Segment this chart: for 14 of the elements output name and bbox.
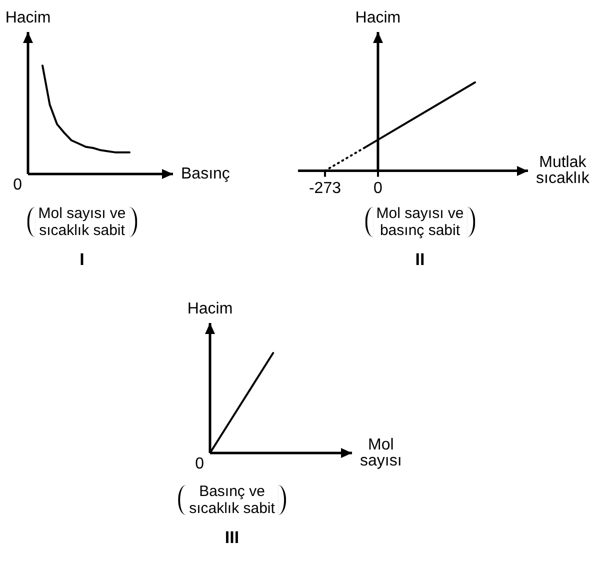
y-axis-title: Hacim <box>187 300 233 318</box>
y-axis-title: Hacim <box>5 9 51 26</box>
x-axis-title: Basınç <box>181 165 230 182</box>
text: Mol sayısı ve sıcaklık sabit <box>37 205 127 239</box>
x-tick-label: -273 <box>308 180 342 197</box>
text: Mol sayısı ve basınç sabit <box>375 205 465 239</box>
x-axis-title: Mutlak sıcaklık <box>536 154 590 188</box>
text: II <box>415 250 425 270</box>
text: 0 <box>195 455 204 472</box>
text: I <box>80 250 84 270</box>
text: III <box>224 528 240 548</box>
y-axis-title: Hacim <box>355 9 401 26</box>
text: Basınç ve sıcaklık sabit <box>188 483 276 517</box>
x-axis-title: Mol sayısı <box>360 436 402 470</box>
